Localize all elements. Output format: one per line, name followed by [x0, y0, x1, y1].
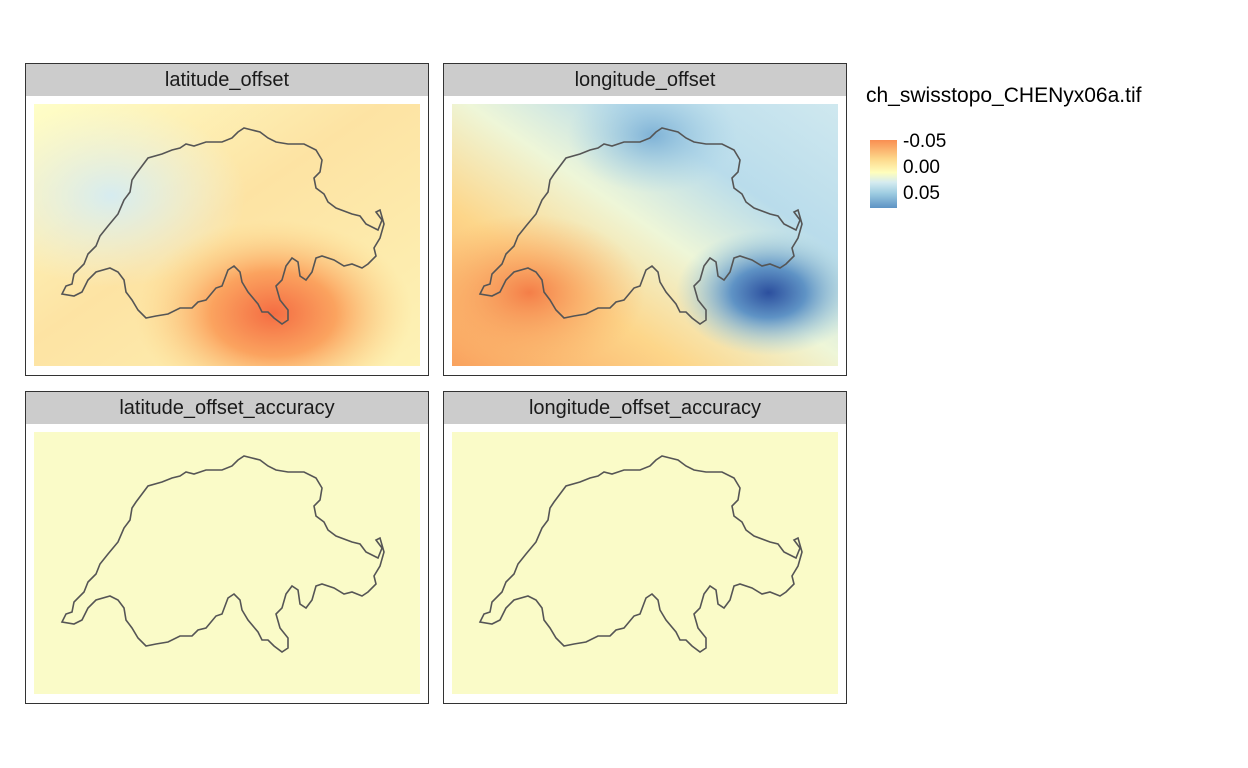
panel-title-latitude-offset: latitude_offset [25, 63, 429, 97]
panel-title-latitude-offset-accuracy: latitude_offset_accuracy [25, 391, 429, 425]
legend-label-positive: 0.05 [903, 183, 940, 204]
map-longitude-offset-accuracy [443, 424, 847, 704]
legend: ch_swisstopo_CHENyx06a.tif -0.05 0.00 0.… [866, 84, 1142, 208]
map-longitude-offset [443, 96, 847, 376]
panel-title-longitude-offset: longitude_offset [443, 63, 847, 97]
panel-latitude-offset-accuracy: latitude_offset_accuracy [25, 391, 429, 704]
legend-label-negative: -0.05 [903, 131, 947, 152]
panel-title-longitude-offset-accuracy: longitude_offset_accuracy [443, 391, 847, 425]
map-latitude-offset [25, 96, 429, 376]
legend-title: ch_swisstopo_CHENyx06a.tif [866, 84, 1142, 107]
map-latitude-offset-accuracy [25, 424, 429, 704]
panel-longitude-offset: longitude_offset [443, 63, 847, 376]
legend-label-zero: 0.00 [903, 157, 940, 178]
panel-latitude-offset: latitude_offset [25, 63, 429, 376]
panel-longitude-offset-accuracy: longitude_offset_accuracy [443, 391, 847, 704]
legend-colorbar [870, 140, 897, 208]
